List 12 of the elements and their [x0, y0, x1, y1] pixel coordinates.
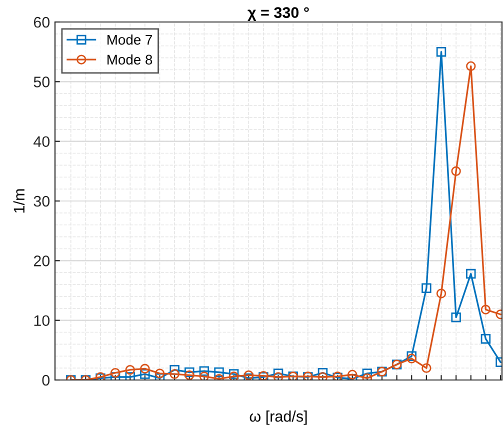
y-tick-label: 50	[34, 76, 50, 88]
chart-title: χ = 330 °	[248, 7, 309, 21]
legend-label: Mode 7	[108, 34, 152, 45]
y-tick-label: 30	[34, 196, 50, 207]
y-tick-label: 0	[42, 374, 50, 386]
y-tick-label: 60	[34, 16, 50, 28]
x-axis-title: ω [rad/s]	[250, 410, 307, 425]
y-axis-title: 1/m	[13, 189, 25, 213]
legend-label: Mode 8	[108, 54, 152, 65]
y-tick-label: 20	[34, 256, 50, 266]
y-tick-label: 10	[34, 315, 50, 326]
y-tick-label: 40	[34, 136, 50, 148]
